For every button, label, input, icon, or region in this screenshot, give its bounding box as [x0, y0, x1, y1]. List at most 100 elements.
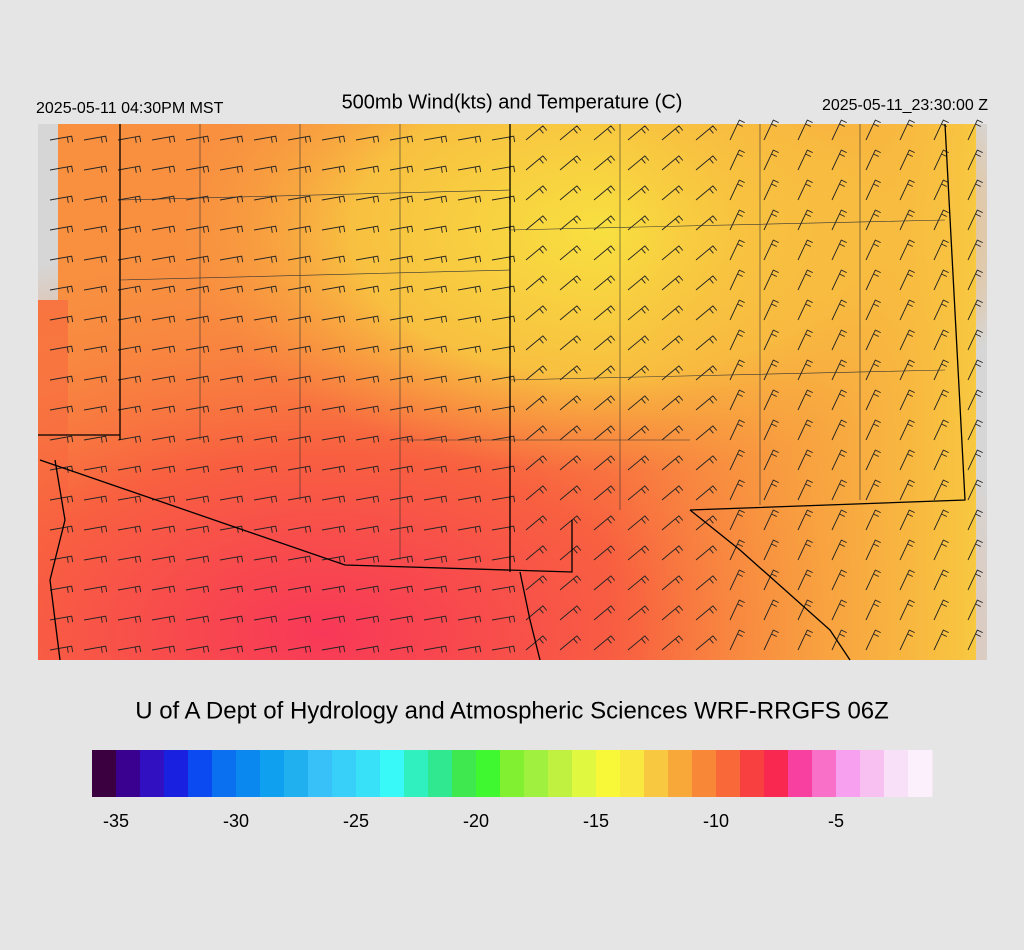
wind-barb — [219, 195, 244, 203]
wind-barb — [185, 285, 210, 293]
wind-barb — [423, 465, 448, 473]
wind-barb — [729, 419, 745, 441]
wind-barb — [525, 155, 548, 171]
wind-barb — [423, 615, 448, 623]
wind-barb — [831, 569, 847, 591]
wind-barb — [253, 495, 278, 503]
wind-barb — [899, 269, 915, 291]
wind-barb — [729, 509, 745, 531]
colorbar-swatch — [308, 750, 333, 797]
wind-barb — [423, 195, 448, 203]
colorbar-tick-label: -35 — [103, 811, 129, 831]
wind-barb — [933, 359, 949, 381]
wind-barb — [797, 269, 813, 291]
wind-barb — [219, 495, 244, 503]
wind-barb — [967, 119, 983, 141]
wind-barb — [627, 125, 650, 141]
wind-barb — [321, 585, 346, 593]
wind-barb — [967, 149, 983, 171]
wind-barb — [49, 405, 74, 413]
wind-barb — [831, 389, 847, 411]
wind-barb — [559, 635, 582, 651]
wind-barb — [117, 315, 142, 323]
wind-barb — [117, 255, 142, 263]
wind-barb — [457, 405, 482, 413]
wind-barb — [151, 255, 176, 263]
wind-barb — [899, 119, 915, 141]
wind-barb — [321, 405, 346, 413]
wind-barb — [831, 149, 847, 171]
wind-barb — [559, 155, 582, 171]
wind-barb — [423, 135, 448, 143]
wind-barb — [287, 465, 312, 473]
colorbar-swatch — [692, 750, 717, 797]
wind-barb — [899, 149, 915, 171]
wind-barb — [933, 179, 949, 201]
wind-barb — [355, 135, 380, 143]
wind-barb — [457, 645, 482, 653]
wind-barb — [899, 359, 915, 381]
wind-barb — [899, 629, 915, 651]
wind-barb — [457, 585, 482, 593]
wind-barb — [253, 165, 278, 173]
wind-barb — [899, 239, 915, 261]
wind-barb — [627, 305, 650, 321]
wind-barb — [627, 215, 650, 231]
colorbar-swatch — [812, 750, 837, 797]
wind-barb — [423, 165, 448, 173]
wind-barb — [695, 575, 718, 591]
wind-barb — [797, 389, 813, 411]
wind-barb — [967, 359, 983, 381]
wind-barb — [457, 285, 482, 293]
wind-barb — [967, 449, 983, 471]
state-borders — [38, 123, 966, 661]
wind-barb — [593, 545, 616, 561]
wind-barb — [219, 435, 244, 443]
wind-barb — [763, 119, 779, 141]
wind-barb — [797, 509, 813, 531]
wind-barb — [457, 525, 482, 533]
wind-barb — [49, 285, 74, 293]
wind-barb — [763, 239, 779, 261]
wind-barb — [287, 165, 312, 173]
wind-barb — [695, 185, 718, 201]
wind-barb — [83, 165, 108, 173]
wind-barb — [49, 165, 74, 173]
wind-barb — [389, 555, 414, 563]
wind-barb — [729, 479, 745, 501]
colorbar-swatch — [596, 750, 621, 797]
wind-barb — [253, 525, 278, 533]
wind-barb — [253, 555, 278, 563]
wind-barb — [797, 419, 813, 441]
wind-barb — [117, 585, 142, 593]
wind-barb — [763, 329, 779, 351]
wind-barb — [729, 239, 745, 261]
wind-barb — [389, 345, 414, 353]
wind-barb — [389, 225, 414, 233]
wind-barb — [797, 569, 813, 591]
wind-barb — [83, 585, 108, 593]
wind-barb — [151, 585, 176, 593]
wind-barb — [899, 539, 915, 561]
wind-barb — [49, 495, 74, 503]
wind-barb — [593, 245, 616, 261]
wind-barb — [899, 569, 915, 591]
colorbar-swatch — [476, 750, 501, 797]
wind-barb — [287, 345, 312, 353]
wind-barb — [933, 389, 949, 411]
wind-barb — [661, 545, 684, 561]
wind-barb — [151, 405, 176, 413]
colorbar-tick-label: -15 — [583, 811, 609, 831]
wind-barb — [49, 135, 74, 143]
wind-barb — [185, 375, 210, 383]
wind-barb — [389, 645, 414, 653]
colorbar-swatch — [836, 750, 861, 797]
wind-barb — [525, 245, 548, 261]
wind-barb — [253, 345, 278, 353]
wind-barb — [729, 539, 745, 561]
wind-barb — [355, 435, 380, 443]
wind-barb — [287, 135, 312, 143]
wind-barb — [491, 645, 516, 653]
wind-barb — [321, 135, 346, 143]
wind-barb — [389, 615, 414, 623]
